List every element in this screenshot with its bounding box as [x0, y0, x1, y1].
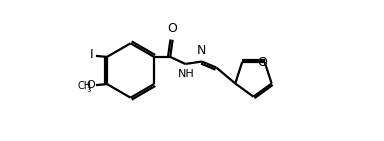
Text: I: I [90, 48, 94, 61]
Text: O: O [86, 80, 95, 90]
Text: N: N [197, 44, 207, 57]
Text: O: O [257, 56, 267, 69]
Text: 3: 3 [87, 87, 91, 92]
Text: O: O [168, 22, 177, 35]
Text: NH: NH [178, 69, 195, 79]
Text: CH: CH [78, 81, 92, 91]
